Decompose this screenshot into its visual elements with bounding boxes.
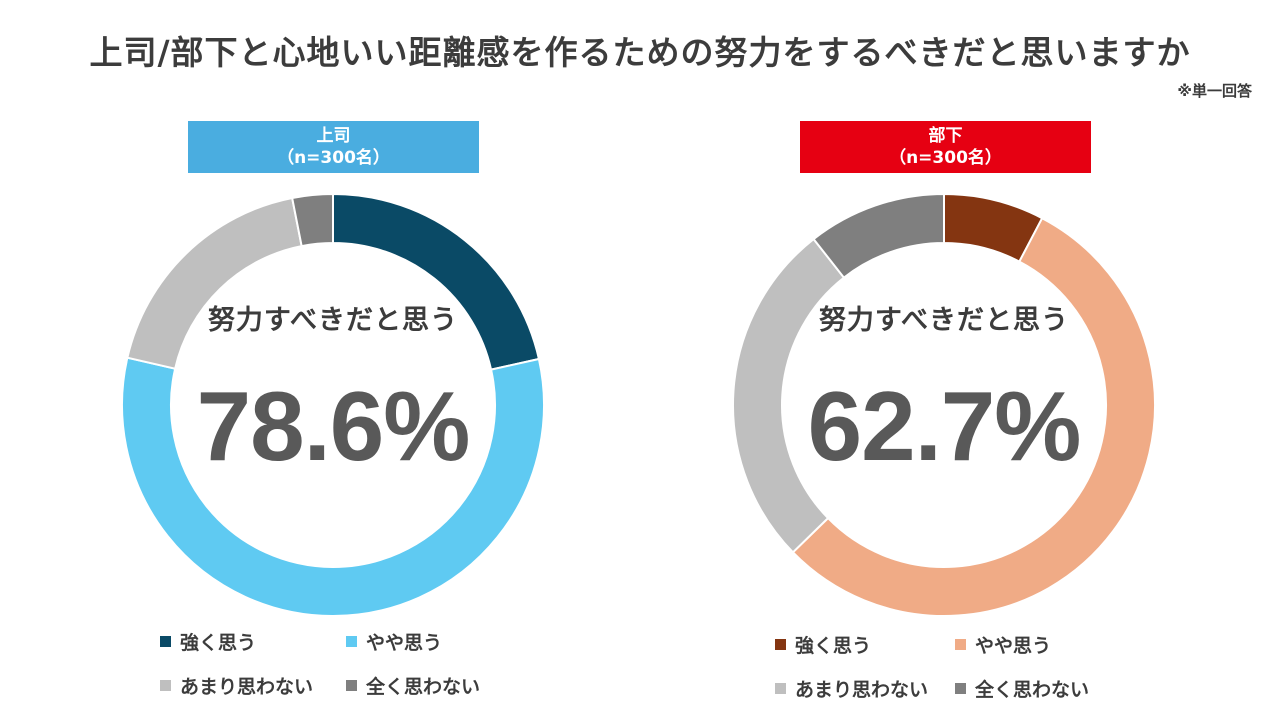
boss-donut-chart: 努力すべきだと思う 78.6% — [118, 190, 548, 620]
boss-group-header: 上司 （n=300名） — [188, 121, 479, 173]
legend-label: やや思う — [366, 632, 443, 654]
legend-item-strongly-agree: 強く思う — [775, 631, 871, 658]
legend-label: やや思う — [975, 635, 1052, 657]
legend-item-somewhat-agree: やや思う — [346, 628, 442, 655]
donut-slice-not-at-all — [812, 192, 945, 280]
legend-item-strongly-agree: 強く思う — [160, 628, 256, 655]
legend-swatch — [775, 639, 786, 650]
boss-donut-svg — [121, 192, 545, 617]
donut-slice-somewhat-agree — [791, 216, 1156, 617]
legend-label: 強く思う — [795, 635, 872, 657]
boss-center-label: 努力すべきだと思う — [207, 305, 459, 336]
legend-item-somewhat-agree: やや思う — [955, 631, 1051, 658]
legend-swatch — [160, 636, 171, 647]
legend-label: 全く思わない — [975, 679, 1090, 701]
legend-swatch — [346, 680, 357, 691]
legend-item-not-really: あまり思わない — [775, 675, 928, 702]
legend-label: 強く思う — [180, 632, 257, 654]
subordinate-group-header: 部下 （n=300名） — [800, 121, 1091, 173]
boss-header-title: 上司 — [316, 126, 351, 146]
boss-header-count: （n=300名） — [277, 148, 390, 168]
subordinate-donut-svg — [732, 192, 1156, 617]
legend-item-not-at-all: 全く思わない — [955, 675, 1089, 702]
donut-slice-strongly-agree — [332, 192, 541, 371]
subordinate-header-title: 部下 — [928, 126, 963, 146]
subordinate-header-count: （n=300名） — [889, 148, 1002, 168]
legend-swatch — [160, 680, 171, 691]
donut-slice-not-at-all — [290, 192, 334, 248]
chart-title: 上司/部下と心地いい距離感を作るための努力をするべきだと思いますか — [89, 33, 1191, 72]
legend-label: 全く思わない — [366, 676, 481, 698]
legend-swatch — [955, 683, 966, 694]
boss-legend: 強く思う やや思う あまり思わない 全く思わない — [160, 626, 560, 706]
legend-swatch — [775, 683, 786, 694]
subordinate-center-value: 62.7% — [807, 371, 1082, 481]
donut-slice-somewhat-agree — [121, 356, 545, 617]
legend-swatch — [346, 636, 357, 647]
legend-item-not-really: あまり思わない — [160, 672, 313, 699]
donut-slice-not-really — [126, 196, 303, 370]
subordinate-center-label: 努力すべきだと思う — [818, 305, 1070, 336]
subordinate-donut-chart: 努力すべきだと思う 62.7% — [729, 190, 1159, 620]
legend-label: あまり思わない — [180, 676, 314, 698]
single-answer-note: ※単一回答 — [1177, 82, 1252, 100]
legend-label: あまり思わない — [795, 679, 929, 701]
subordinate-legend: 強く思う やや思う あまり思わない 全く思わない — [775, 629, 1175, 709]
legend-item-not-at-all: 全く思わない — [346, 672, 480, 699]
boss-center-value: 78.6% — [196, 371, 471, 481]
legend-swatch — [955, 639, 966, 650]
